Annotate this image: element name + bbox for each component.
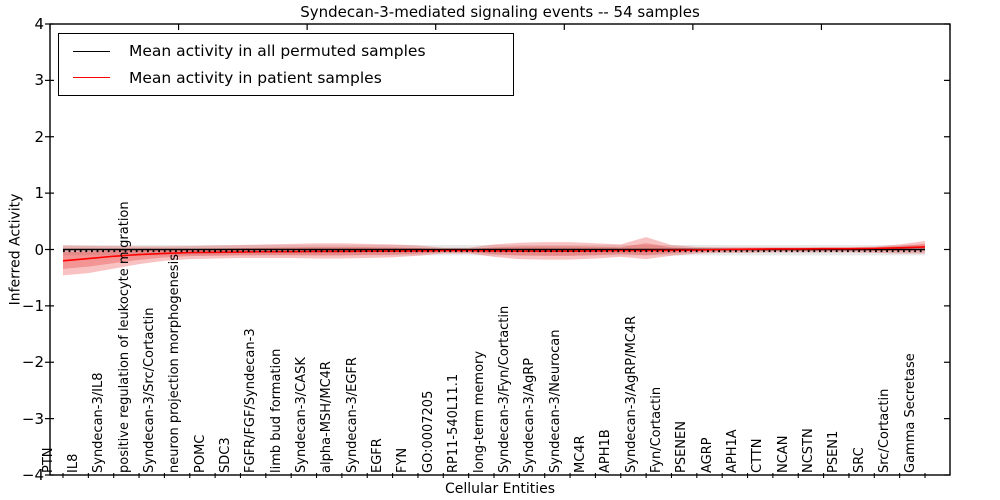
x-tick-label: Syndecan-3/AgRP	[522, 357, 538, 473]
y-tick-label: −3	[21, 409, 44, 428]
x-tick-label: SDC3	[217, 437, 233, 473]
legend-entry-permuted: Mean activity in all permuted samples	[59, 42, 513, 60]
x-tick-label: Syndecan-3/CASK	[294, 357, 310, 473]
y-tick-label: −4	[21, 466, 44, 484]
x-tick-label: Syndecan-3/Src/Cortactin	[141, 307, 157, 473]
legend-label-permuted: Mean activity in all permuted samples	[129, 42, 426, 61]
x-tick-label: alpha-MSH/MC4R	[319, 361, 335, 473]
x-tick-label: limb bud formation	[268, 348, 284, 473]
legend: Mean activity in all permuted samples Me…	[58, 33, 514, 96]
y-tick-label: 1	[34, 184, 44, 203]
x-tick-label: Fyn/Cortactin	[648, 386, 664, 473]
x-tick-label: FYN	[395, 447, 411, 473]
x-tick-label: APH1B	[598, 429, 614, 473]
x-tick-label: GO:0007205	[420, 390, 436, 473]
patient-band-outer	[63, 237, 925, 276]
x-tick-label: Syndecan-3/Neurocan	[547, 329, 563, 473]
permuted-line-swatch	[73, 50, 110, 52]
y-tick-label: −1	[21, 296, 44, 315]
x-tick-label: PSEN1	[826, 430, 842, 473]
x-tick-label: SRC	[851, 447, 867, 473]
x-tick-label: PTN	[40, 447, 56, 473]
patient-mean-line	[62, 246, 926, 262]
x-tick-label: AGRP	[699, 437, 715, 473]
x-tick-label: NCSTN	[801, 428, 817, 473]
x-tick-label: Syndecan-3/IL8	[91, 372, 107, 473]
x-tick-label: EGFR	[370, 438, 386, 473]
legend-label-patient: Mean activity in patient samples	[129, 68, 382, 87]
chart-title: Syndecan-3-mediated signaling events -- …	[300, 3, 700, 21]
x-tick-label: long-term memory	[471, 350, 487, 473]
x-tick-label: CTTN	[750, 438, 766, 473]
patient-line-swatch	[73, 77, 110, 79]
x-tick-label: positive regulation of leukocyte migrati…	[116, 201, 132, 473]
x-tick-label: Syndecan-3/AgRP/MC4R	[623, 315, 639, 473]
x-tick-label: APH1A	[725, 429, 741, 473]
x-tick-label: Gamma Secretase	[902, 353, 918, 473]
x-tick-label: Syndecan-3/Fyn/Cortactin	[496, 305, 512, 473]
x-tick-label: Syndecan-3/EGFR	[344, 357, 360, 473]
x-tick-label: PSENEN	[674, 421, 690, 473]
x-tick-label: MC4R	[572, 435, 588, 473]
x-tick-label: POMC	[192, 434, 208, 473]
y-tick-label: 2	[34, 127, 44, 146]
x-tick-label: NCAN	[775, 435, 791, 473]
y-tick-label: −2	[21, 353, 44, 372]
x-tick-label: Src/Cortactin	[877, 388, 893, 473]
y-tick-label: 3	[34, 71, 44, 90]
y-tick-label: 4	[34, 15, 44, 33]
x-tick-label: FGFR/FGF/Syndecan-3	[243, 328, 259, 473]
y-tick-label: 0	[34, 240, 44, 259]
legend-entry-patient: Mean activity in patient samples	[59, 69, 513, 87]
x-tick-label: IL8	[65, 453, 81, 473]
x-tick-label: RP11-540L11.1	[446, 373, 462, 473]
x-tick-label: neuron projection morphogenesis	[167, 254, 183, 473]
x-axis-label: Cellular Entities	[444, 481, 556, 497]
